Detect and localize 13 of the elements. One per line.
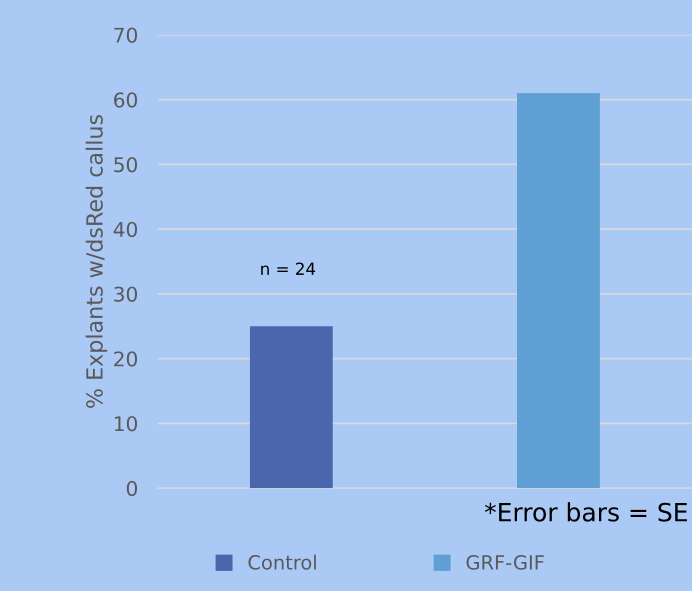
y-axis-title: % Explants w/dsRed callus	[86, 115, 108, 408]
text: *Error bars = SE	[484, 502, 687, 522]
y-tick-label: 30	[114, 286, 137, 302]
y-tick-label: 40	[114, 222, 137, 238]
y-tick-label: 60	[114, 92, 137, 108]
y-tick-label: 50	[114, 157, 137, 172]
annotation: n = 24	[261, 262, 316, 275]
y-tick-label: 10	[114, 416, 137, 432]
y-tick-label: 20	[114, 351, 137, 367]
legend-label: Control	[248, 554, 316, 570]
y-tick-label: 0	[126, 480, 137, 496]
y-tick-label: 70	[114, 28, 137, 43]
legend-label: GRF-GIF	[466, 555, 544, 570]
